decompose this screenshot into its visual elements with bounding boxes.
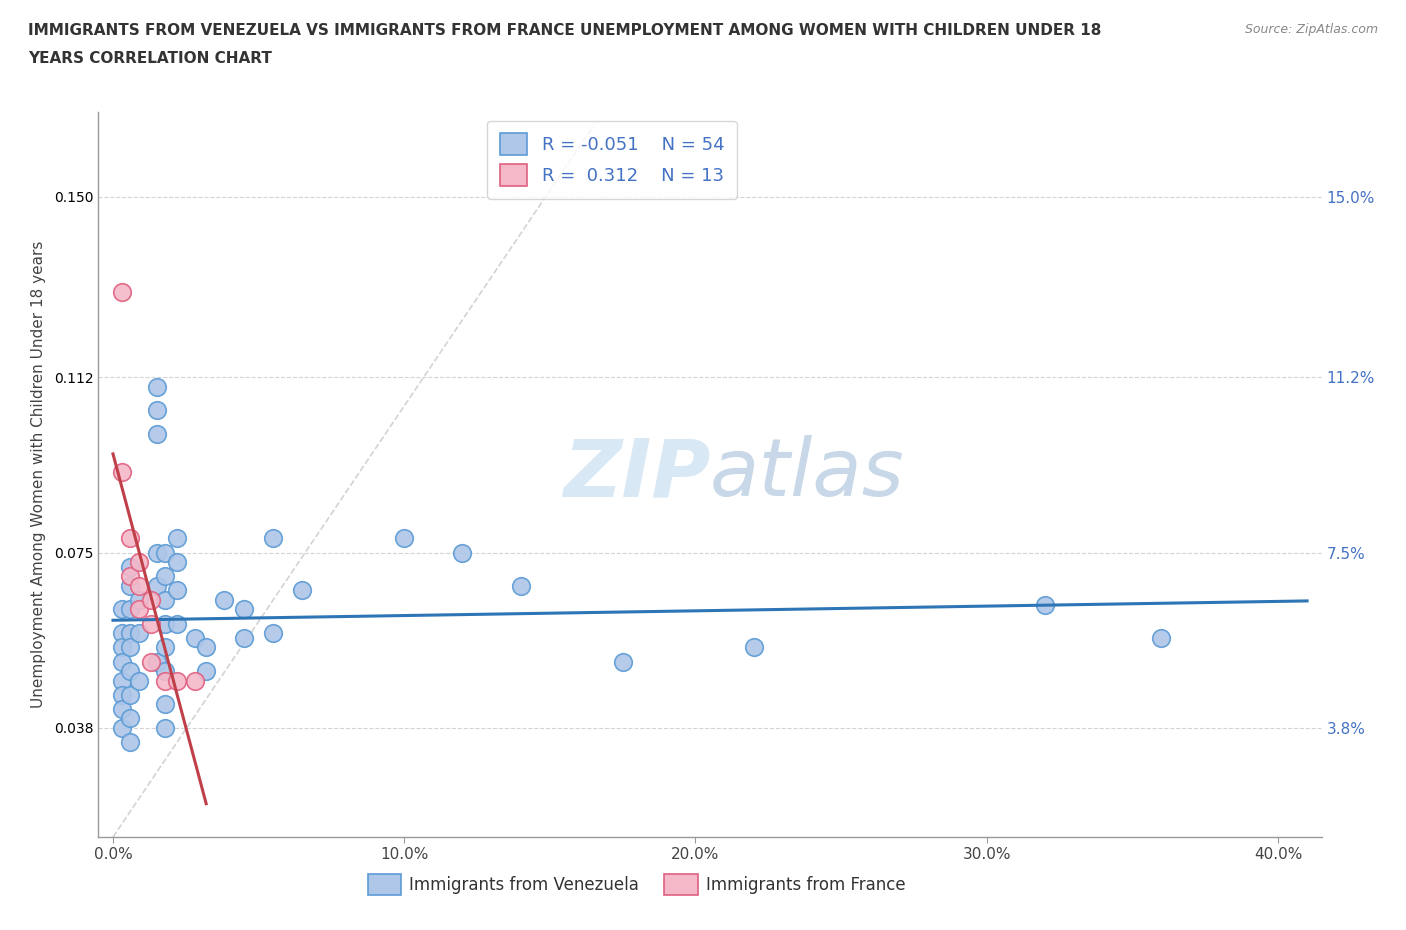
- Point: [111, 640, 134, 655]
- Point: [128, 626, 150, 641]
- Point: [166, 617, 188, 631]
- Point: [155, 697, 177, 711]
- Point: [742, 640, 765, 655]
- Text: YEARS CORRELATION CHART: YEARS CORRELATION CHART: [28, 51, 271, 66]
- Point: [166, 583, 188, 598]
- Point: [120, 735, 142, 750]
- Point: [120, 602, 142, 617]
- Point: [195, 640, 218, 655]
- Point: [155, 569, 177, 584]
- Point: [155, 640, 177, 655]
- Point: [128, 554, 150, 569]
- Point: [195, 664, 218, 679]
- Point: [155, 545, 177, 560]
- Point: [233, 602, 256, 617]
- Point: [120, 626, 142, 641]
- Point: [120, 687, 142, 702]
- Point: [120, 531, 142, 546]
- Point: [139, 654, 162, 669]
- Point: [155, 721, 177, 736]
- Point: [111, 687, 134, 702]
- Point: [166, 531, 188, 546]
- Point: [120, 578, 142, 593]
- Point: [155, 617, 177, 631]
- Point: [111, 626, 134, 641]
- Y-axis label: Unemployment Among Women with Children Under 18 years: Unemployment Among Women with Children U…: [31, 241, 45, 708]
- Point: [120, 569, 142, 584]
- Point: [111, 721, 134, 736]
- Point: [120, 559, 142, 574]
- Text: ZIP: ZIP: [562, 435, 710, 513]
- Point: [394, 531, 416, 546]
- Text: IMMIGRANTS FROM VENEZUELA VS IMMIGRANTS FROM FRANCE UNEMPLOYMENT AMONG WOMEN WIT: IMMIGRANTS FROM VENEZUELA VS IMMIGRANTS …: [28, 23, 1101, 38]
- Point: [212, 592, 235, 607]
- Point: [111, 602, 134, 617]
- Point: [111, 654, 134, 669]
- Point: [145, 654, 167, 669]
- Point: [145, 427, 167, 442]
- Point: [1150, 631, 1173, 645]
- Point: [120, 664, 142, 679]
- Point: [155, 592, 177, 607]
- Legend: Immigrants from Venezuela, Immigrants from France: Immigrants from Venezuela, Immigrants fr…: [361, 868, 912, 901]
- Point: [166, 554, 188, 569]
- Point: [262, 531, 284, 546]
- Point: [166, 673, 188, 688]
- Text: atlas: atlas: [710, 435, 905, 513]
- Point: [128, 578, 150, 593]
- Point: [111, 673, 134, 688]
- Point: [145, 545, 167, 560]
- Point: [145, 379, 167, 394]
- Point: [128, 673, 150, 688]
- Point: [1033, 597, 1056, 612]
- Point: [111, 285, 134, 299]
- Point: [155, 673, 177, 688]
- Text: Source: ZipAtlas.com: Source: ZipAtlas.com: [1244, 23, 1378, 36]
- Point: [139, 592, 162, 607]
- Point: [128, 602, 150, 617]
- Point: [111, 464, 134, 479]
- Point: [183, 631, 205, 645]
- Point: [183, 673, 205, 688]
- Point: [139, 617, 162, 631]
- Point: [128, 592, 150, 607]
- Point: [612, 654, 634, 669]
- Point: [509, 578, 531, 593]
- Point: [111, 701, 134, 716]
- Point: [262, 626, 284, 641]
- Point: [155, 664, 177, 679]
- Point: [120, 711, 142, 726]
- Point: [145, 403, 167, 418]
- Point: [145, 578, 167, 593]
- Point: [120, 640, 142, 655]
- Point: [291, 583, 314, 598]
- Point: [233, 631, 256, 645]
- Point: [451, 545, 474, 560]
